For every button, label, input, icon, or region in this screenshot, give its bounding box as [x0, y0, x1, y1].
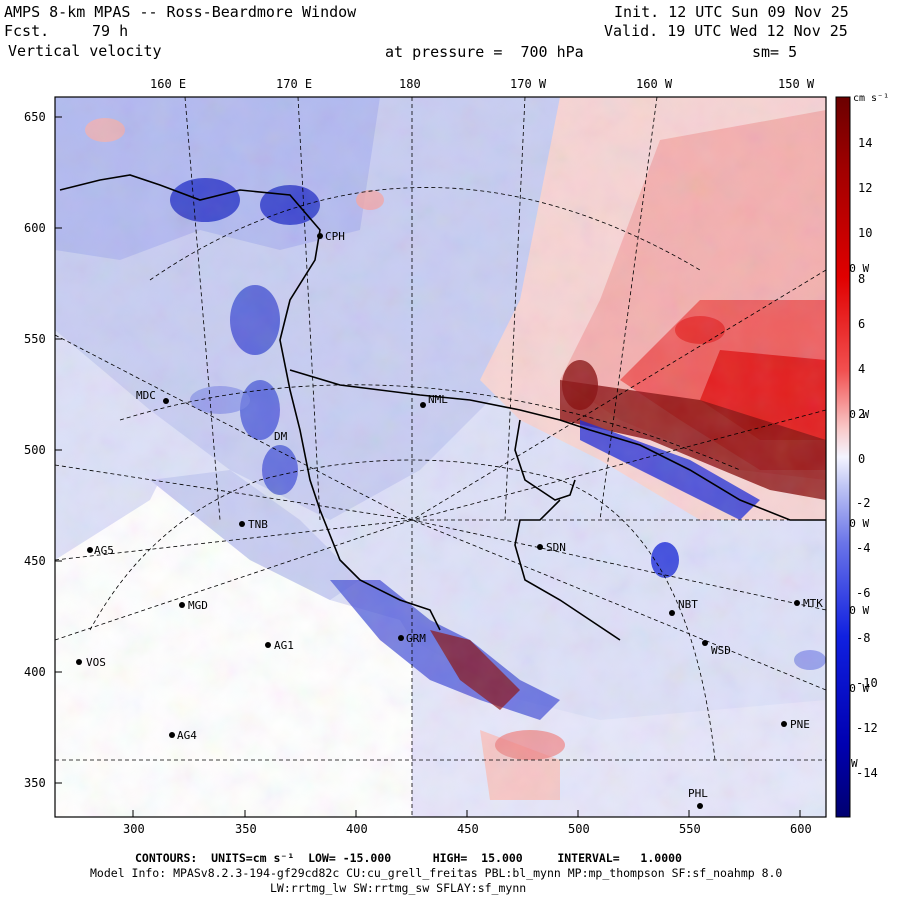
valid-time: Valid. 19 UTC Wed 12 Nov 25	[604, 22, 848, 40]
left-axis-label: 550	[24, 332, 46, 346]
colorbar-label: -2	[856, 496, 871, 510]
forecast-hours: 79 h	[92, 22, 129, 40]
forecast-label: Fcst.	[4, 22, 50, 40]
left-axis-label: 400	[24, 665, 46, 679]
station-label: AG4	[177, 729, 197, 742]
colorbar-label: 10	[858, 226, 873, 240]
bottom-axis-label: 350	[235, 822, 257, 836]
svg-text:W: W	[851, 757, 858, 770]
station-label: SDN	[546, 541, 566, 554]
model-info-2: LW:rrtmg_lw SW:rrtmg_sw SFLAY:sf_mynn	[270, 881, 527, 895]
left-axis-label: 650	[24, 110, 46, 124]
top-axis-label: 150 W	[778, 77, 815, 91]
station-label: NBT	[678, 598, 698, 611]
station-label: PHL	[688, 787, 708, 800]
station-label: MTK	[803, 597, 823, 610]
bottom-axis-label: 400	[346, 822, 368, 836]
model-info: Model Info: MPASv8.2.3-194-gf29cd82c CU:…	[90, 866, 783, 880]
bottom-axis-label: 500	[568, 822, 590, 836]
init-time: Init. 12 UTC Sun 09 Nov 25	[614, 3, 849, 21]
graticule	[55, 97, 826, 817]
colorbar-label: 0	[858, 452, 866, 466]
plot-frame	[54, 96, 827, 818]
colorbar-label: 6	[858, 317, 866, 331]
station-label: TNB	[248, 518, 268, 531]
colorbar-units: cm s⁻¹	[853, 93, 890, 104]
colorbar-label: 14	[858, 136, 873, 150]
colorbar-label: 12	[858, 181, 873, 195]
top-axis-label: 180	[399, 77, 421, 91]
station-label: AG5	[94, 544, 114, 557]
axis-ticks	[55, 116, 801, 817]
station-label: DM	[274, 430, 288, 443]
station-label: AG1	[274, 639, 294, 652]
station-label: MGD	[188, 599, 208, 612]
colorbar-label: -12	[856, 721, 878, 735]
bottom-axis-label: 600	[790, 822, 812, 836]
left-axis-label: 500	[24, 443, 46, 457]
top-axis-label: 160 W	[636, 77, 673, 91]
station-label: GRM	[406, 632, 426, 645]
colorbar	[835, 96, 851, 818]
station-markers: CPH MDC NML DM TNB AG5 SDN MGD NBT MTK A…	[76, 230, 823, 809]
left-axis-label: 450	[24, 554, 46, 568]
bottom-axis-label: 450	[457, 822, 479, 836]
colorbar-label: 4	[858, 362, 866, 376]
station-label: PNE	[790, 718, 810, 731]
bottom-axis-label: 550	[679, 822, 701, 836]
colorbar-label: 8	[858, 272, 866, 286]
top-axis-label: 160 E	[150, 77, 187, 91]
top-axis-label: 170 E	[276, 77, 313, 91]
level-text: at pressure = 700 hPa	[385, 43, 584, 61]
station-label: VOS	[86, 656, 106, 669]
left-axis-label: 350	[24, 776, 46, 790]
contours-info: CONTOURS: UNITS=cm s⁻¹ LOW= -15.000 HIGH…	[135, 851, 682, 865]
colorbar-label: -8	[856, 631, 871, 645]
vertical-velocity-field	[55, 97, 826, 817]
station-label: MDC	[136, 389, 156, 402]
smoothing-text: sm= 5	[752, 43, 798, 61]
station-label: NML	[428, 393, 448, 406]
top-axis-label: 170 W	[510, 77, 547, 91]
bottom-axis-label: 300	[123, 822, 145, 836]
colorbar-label: -10	[856, 676, 878, 690]
colorbar-label: -14	[856, 766, 878, 780]
station-label: CPH	[325, 230, 345, 243]
field-name: Vertical velocity	[8, 42, 162, 60]
model-title: AMPS 8-km MPAS -- Ross-Beardmore Window	[4, 3, 357, 21]
colorbar-label: -6	[856, 586, 871, 600]
station-label: WSD	[711, 644, 731, 657]
left-axis-label: 600	[24, 221, 46, 235]
colorbar-label: 2	[858, 407, 866, 421]
colorbar-label: -4	[856, 541, 871, 555]
